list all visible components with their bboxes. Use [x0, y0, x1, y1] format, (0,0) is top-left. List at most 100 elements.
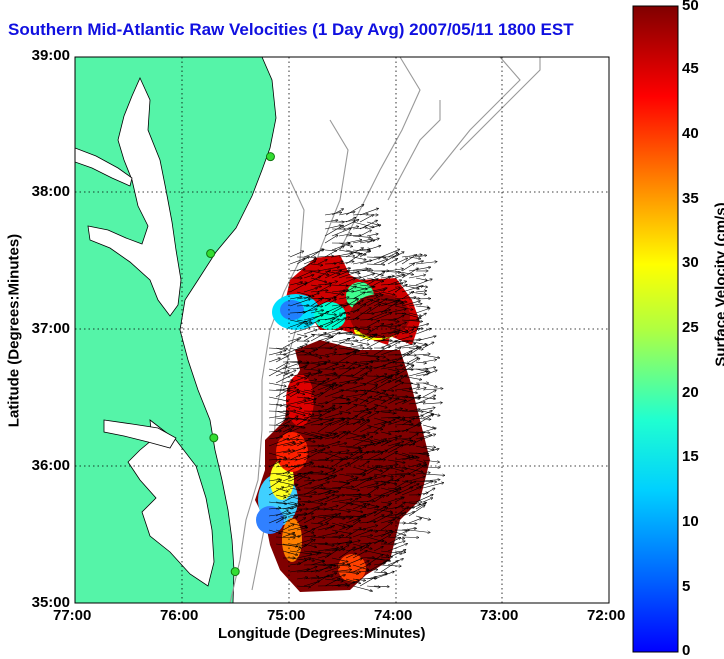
velocity-arrow: [373, 439, 386, 447]
velocity-arrow: [296, 558, 311, 566]
velocity-arrow: [324, 377, 340, 384]
velocity-arrow: [373, 547, 383, 552]
colorbar-tick: 50: [682, 0, 699, 14]
velocity-arrow: [415, 329, 431, 335]
velocity-arrow: [366, 424, 383, 430]
velocity-arrow: [324, 563, 344, 566]
velocity-arrow: [331, 575, 345, 580]
velocity-arrow: [408, 529, 430, 532]
velocity-arrow: [310, 361, 326, 364]
velocity-arrow: [338, 416, 357, 426]
colorbar-tick: 0: [682, 642, 691, 659]
velocity-arrow: [282, 465, 300, 475]
velocity-arrow: [296, 501, 310, 502]
velocity-arrow: [352, 446, 366, 454]
colorbar-label: Surface Velocity (cm/s): [712, 202, 724, 367]
velocity-arrow: [359, 230, 371, 237]
velocity-arrow: [310, 537, 325, 538]
velocity-arrow: [415, 277, 427, 280]
velocity-arrow: [415, 411, 432, 419]
velocity-arrow: [415, 388, 426, 391]
velocity-arrow: [352, 239, 373, 244]
velocity-arrow: [359, 444, 374, 447]
velocity-arrows: [268, 205, 445, 591]
velocity-arrow: [380, 501, 391, 504]
velocity-arrow: [394, 481, 408, 489]
velocity-arrow: [345, 487, 359, 490]
velocity-arrow: [317, 408, 335, 419]
velocity-arrow: [373, 495, 384, 503]
velocity-arrow: [310, 403, 324, 407]
velocity-arrow: [359, 561, 369, 566]
velocity-arrow: [338, 333, 352, 334]
velocity-arrow: [366, 466, 380, 475]
velocity-arrow: [401, 474, 415, 475]
velocity-arrow: [359, 461, 369, 468]
velocity-arrow: [359, 274, 374, 279]
velocity-arrow: [331, 535, 344, 538]
velocity-arrow: [310, 433, 332, 440]
velocity-arrow: [352, 438, 372, 442]
velocity-arrow: [401, 255, 416, 265]
velocity-arrow: [289, 550, 312, 554]
velocity-arrow: [303, 330, 317, 335]
velocity-arrow: [338, 379, 360, 384]
velocity-arrow: [422, 474, 445, 475]
velocity-arrow: [296, 380, 317, 384]
velocity-arrow: [275, 494, 286, 497]
velocity-arrow: [324, 549, 337, 552]
velocity-arrow: [317, 354, 329, 357]
velocity-arrow: [345, 333, 365, 336]
velocity-arrow: [324, 496, 339, 503]
velocity-arrow: [289, 283, 306, 293]
colorbar-tick: 15: [682, 448, 699, 465]
velocity-arrow: [303, 321, 319, 328]
velocity-arrow: [401, 330, 413, 335]
velocity-arrow: [324, 235, 338, 244]
velocity-arrow: [331, 285, 348, 286]
velocity-arrow: [387, 354, 410, 355]
velocity-arrow: [317, 387, 333, 398]
velocity-arrow: [282, 384, 299, 391]
velocity-arrow: [366, 586, 380, 587]
velocity-arrow: [359, 348, 372, 349]
velocity-arrow: [338, 501, 353, 504]
velocity-arrow: [422, 367, 436, 370]
velocity-arrow: [387, 536, 404, 539]
velocity-arrow: [345, 217, 356, 223]
velocity-arrow: [303, 288, 317, 293]
velocity-arrow: [310, 284, 321, 287]
velocity-arrow: [275, 510, 288, 517]
velocity-arrow: [415, 515, 430, 520]
velocity-arrow: [317, 533, 337, 538]
velocity-arrow: [268, 487, 283, 496]
velocity-arrow: [331, 340, 353, 344]
velocity-arrow: [373, 272, 384, 279]
velocity-arrow: [415, 473, 430, 474]
colorbar-tick: 20: [682, 384, 699, 401]
velocity-arrow: [310, 424, 323, 425]
velocity-arrow: [380, 331, 396, 335]
velocity-arrow: [310, 333, 326, 342]
velocity-arrow: [352, 280, 374, 286]
velocity-arrow: [331, 318, 346, 328]
velocity-arrow: [415, 503, 426, 510]
velocity-arrow: [303, 581, 319, 587]
velocity-arrow: [303, 275, 314, 279]
velocity-arrow: [324, 405, 335, 412]
velocity-arrow: [401, 523, 417, 524]
velocity-arrow: [359, 466, 378, 475]
velocity-arrow: [345, 345, 362, 349]
velocity-arrow: [310, 431, 329, 436]
velocity-arrow: [282, 439, 298, 440]
plot-frame: [74, 56, 610, 604]
velocity-arrow: [345, 326, 359, 330]
velocity-arrow: [324, 352, 336, 356]
velocity-arrow: [373, 299, 387, 307]
velocity-arrow: [394, 297, 416, 300]
velocity-arrow: [359, 313, 374, 314]
velocity-arrow: [380, 519, 395, 524]
velocity-arrow: [380, 358, 402, 363]
velocity-arrow: [352, 544, 368, 552]
velocity-arrow: [338, 473, 353, 477]
